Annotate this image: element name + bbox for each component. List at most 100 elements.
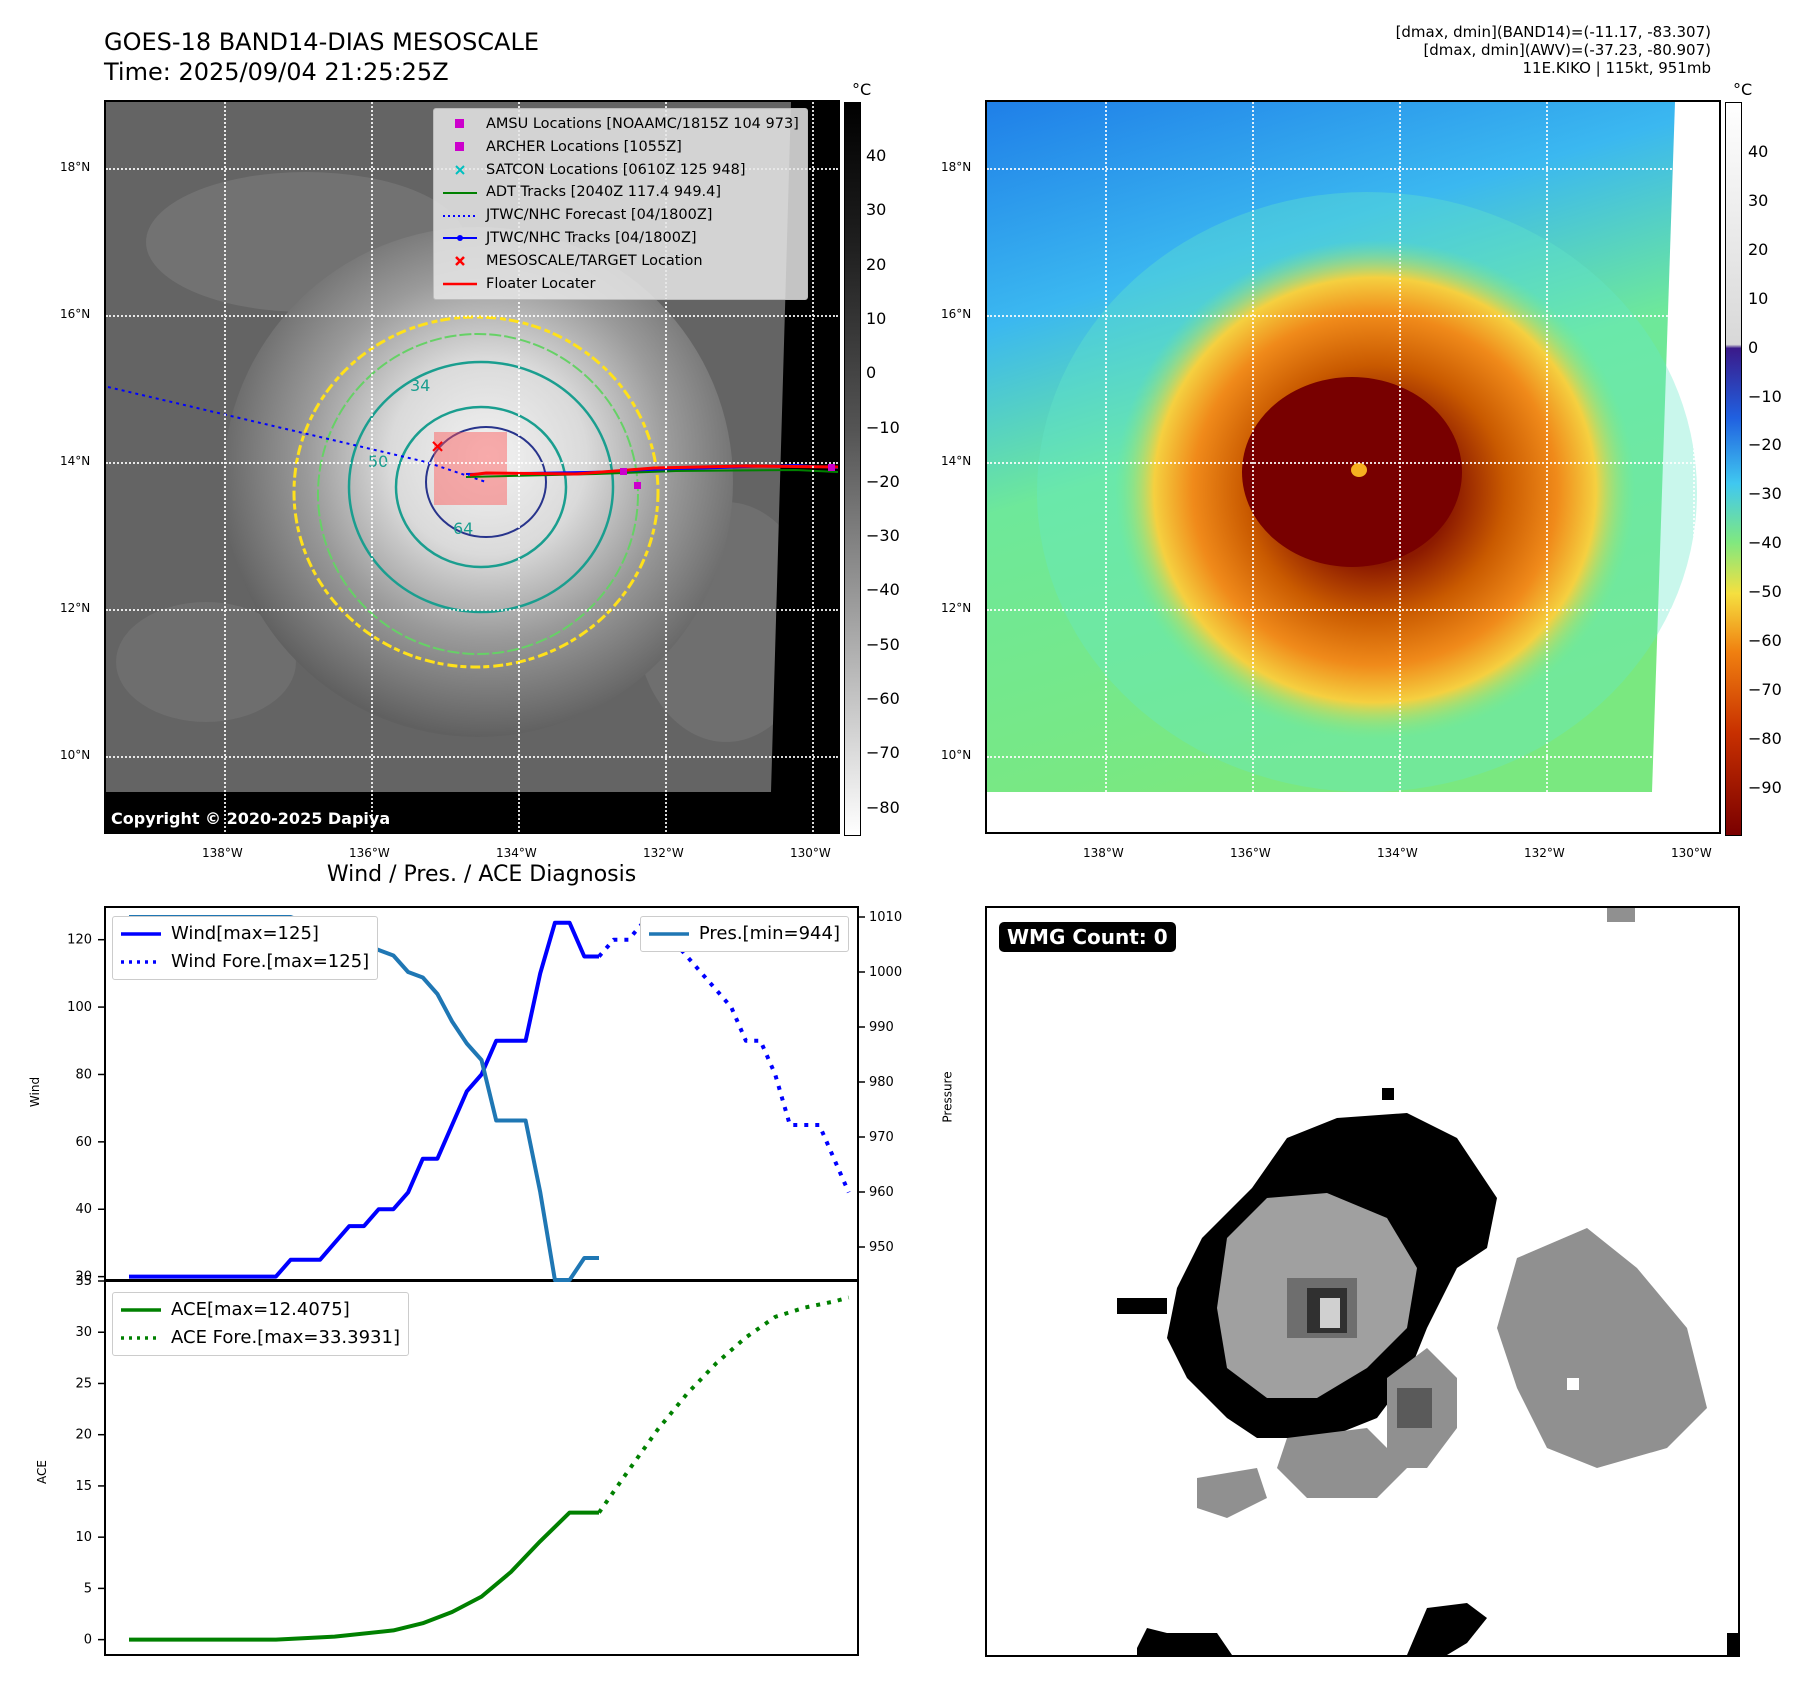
- legend-item-mesoscale-target: MESOSCALE/TARGET Location: [442, 250, 799, 273]
- colorbar-tick: −60: [1748, 631, 1782, 650]
- map-legend[interactable]: AMSU Locations [NOAAMC/1815Z 104 973] AR…: [433, 108, 808, 301]
- colorbar-tick: −20: [1748, 435, 1782, 455]
- colorbar-tick: −40: [1748, 533, 1782, 553]
- legend-item-floater: Floater Locater: [442, 273, 799, 296]
- ir-map-panel[interactable]: 34 50 64 × Copyright © 2020-2025 Dapiya …: [104, 100, 840, 834]
- magenta-square-icon: [442, 142, 478, 152]
- lat-tick: 14°N: [60, 454, 91, 468]
- pressure-axis-label: Pressure: [940, 1071, 955, 1123]
- colorbar-right-unit: °C: [1733, 80, 1753, 99]
- lon-tick: 130°W: [1671, 846, 1712, 860]
- diagnosis-panel: 120 100 80 60 40 20 1010 1000 990 980 970 960 950 3…: [67, 906, 902, 1657]
- info-line-1: [dmax, dmin](BAND14)=(-11.17, -83.307): [1395, 23, 1711, 41]
- blue-dotted-line-icon: [442, 213, 478, 219]
- wind-series-line: [129, 920, 599, 1279]
- legend-item-amsu: AMSU Locations [NOAAMC/1815Z 104 973]: [442, 113, 799, 136]
- lat-tick: 16°N: [60, 307, 91, 321]
- ace-tick-label: 20: [75, 1428, 92, 1443]
- colorbar-tick: 10: [866, 308, 887, 328]
- ace-tick-label: 10: [75, 1530, 92, 1545]
- info-line-3: 11E.KIKO | 115kt, 951mb: [1522, 59, 1711, 77]
- colorbar-tick: −90: [1748, 777, 1782, 797]
- solid-blue-line-icon: [121, 932, 161, 936]
- contour-label-64: 64: [453, 519, 473, 538]
- colorbar-tick: −80: [866, 797, 900, 817]
- lon-tick: 136°W: [349, 846, 390, 860]
- ace-tick-label: 5: [84, 1581, 92, 1596]
- pressure-tick-label: 990: [869, 1020, 894, 1035]
- title-line-1: GOES-18 BAND14-DIAS MESOSCALE: [104, 28, 540, 56]
- colorbar-tick: 20: [1748, 239, 1769, 259]
- lat-tick: 12°N: [941, 601, 972, 615]
- wind-tick-label: 100: [67, 1000, 92, 1015]
- green-line-icon: [442, 190, 478, 196]
- colorbar-right: [1725, 102, 1742, 836]
- ace-forecast-series-line: [597, 1295, 850, 1514]
- ace-tick-label: 15: [75, 1479, 92, 1494]
- legend-item-adt: ADT Tracks [2040Z 117.4 949.4]: [442, 181, 799, 204]
- wind-forecast-series-line: [597, 920, 851, 1194]
- lon-tick: 134°W: [496, 846, 537, 860]
- blue-dot-line-icon: [442, 234, 478, 242]
- colorbar-tick: −70: [866, 743, 900, 763]
- wind-tick-label: 60: [75, 1135, 92, 1150]
- colorbar-tick: −70: [1748, 679, 1782, 699]
- ace-tick-label: 0: [84, 1633, 92, 1648]
- pressure-tick-label: 950: [869, 1240, 894, 1255]
- lat-tick: 10°N: [60, 748, 91, 762]
- wind-tick-label: 80: [75, 1067, 92, 1082]
- pressure-tick-label: 960: [869, 1185, 894, 1200]
- colorbar-tick: −80: [1748, 728, 1782, 748]
- colorbar-tick: −20: [866, 471, 900, 491]
- colorbar-left: [844, 102, 861, 836]
- lon-tick: 136°W: [1230, 846, 1271, 860]
- colorbar-tick: 40: [866, 146, 887, 165]
- wind-tick-label: 120: [67, 933, 92, 948]
- wmg-panel[interactable]: WMG Count: 0: [985, 906, 1740, 1657]
- red-x-icon: [442, 256, 478, 267]
- magenta-square-icon: [442, 119, 478, 129]
- colorbar-tick: −40: [866, 580, 900, 600]
- colorbar-tick: −10: [866, 417, 900, 437]
- chart-title: GOES-18 BAND14-DIAS MESOSCALE Time: 2025…: [104, 27, 539, 87]
- wind-tick-label: 20: [75, 1270, 92, 1285]
- colorbar-tick: 0: [1748, 337, 1759, 357]
- lat-tick: 12°N: [60, 601, 91, 615]
- colorbar-tick: 20: [866, 254, 887, 274]
- legend-item-satcon: SATCON Locations [0610Z 125 948]: [442, 159, 799, 182]
- copyright-notice: Copyright © 2020-2025 Dapiya: [111, 809, 391, 828]
- colorbar-tick: 30: [1748, 190, 1769, 210]
- contour-label-34: 34: [410, 376, 430, 395]
- colorbar-tick: 30: [866, 200, 887, 220]
- ace-tick-label: 25: [75, 1376, 92, 1391]
- lat-tick: 18°N: [60, 160, 91, 174]
- info-line-2: [dmax, dmin](AWV)=(-37.23, -80.907): [1423, 41, 1711, 59]
- lat-tick: 10°N: [941, 748, 972, 762]
- wind-legend: Wind[max=125] Wind Fore.[max=125]: [112, 916, 379, 980]
- solid-green-line-icon: [121, 1308, 161, 1312]
- contour-label-50: 50: [368, 452, 388, 471]
- title-line-2: Time: 2025/09/04 21:25:25Z: [104, 58, 449, 86]
- ace-axis-label: ACE: [34, 1460, 49, 1484]
- amsu-location-marker-2: [828, 464, 835, 471]
- legend-item-jtwc-tracks: JTWC/NHC Tracks [04/1800Z]: [442, 227, 799, 250]
- lon-tick: 138°W: [1083, 846, 1124, 860]
- colorbar-left-unit: °C: [852, 80, 872, 99]
- lon-tick: 130°W: [790, 846, 831, 860]
- ace-series-line: [129, 1510, 599, 1642]
- ace-legend: ACE[max=12.4075] ACE Fore.[max=33.3931]: [112, 1292, 409, 1356]
- lon-tick: 134°W: [1377, 846, 1418, 860]
- cyan-x-icon: [442, 165, 478, 175]
- lat-tick: 16°N: [941, 307, 972, 321]
- diagnosis-title: Wind / Pres. / ACE Diagnosis: [326, 862, 637, 887]
- wmg-pixel-map: [1117, 908, 1738, 1655]
- lon-tick: 132°W: [1524, 846, 1565, 860]
- colorbar-tick: −10: [1748, 386, 1782, 406]
- awv-map-panel[interactable]: [985, 100, 1721, 834]
- colorbar-tick: −30: [1748, 484, 1782, 504]
- floater-track: [469, 464, 838, 477]
- wmg-count-badge: WMG Count: 0: [999, 922, 1176, 952]
- lon-tick: 138°W: [202, 846, 243, 860]
- steelblue-line-icon: [648, 932, 689, 936]
